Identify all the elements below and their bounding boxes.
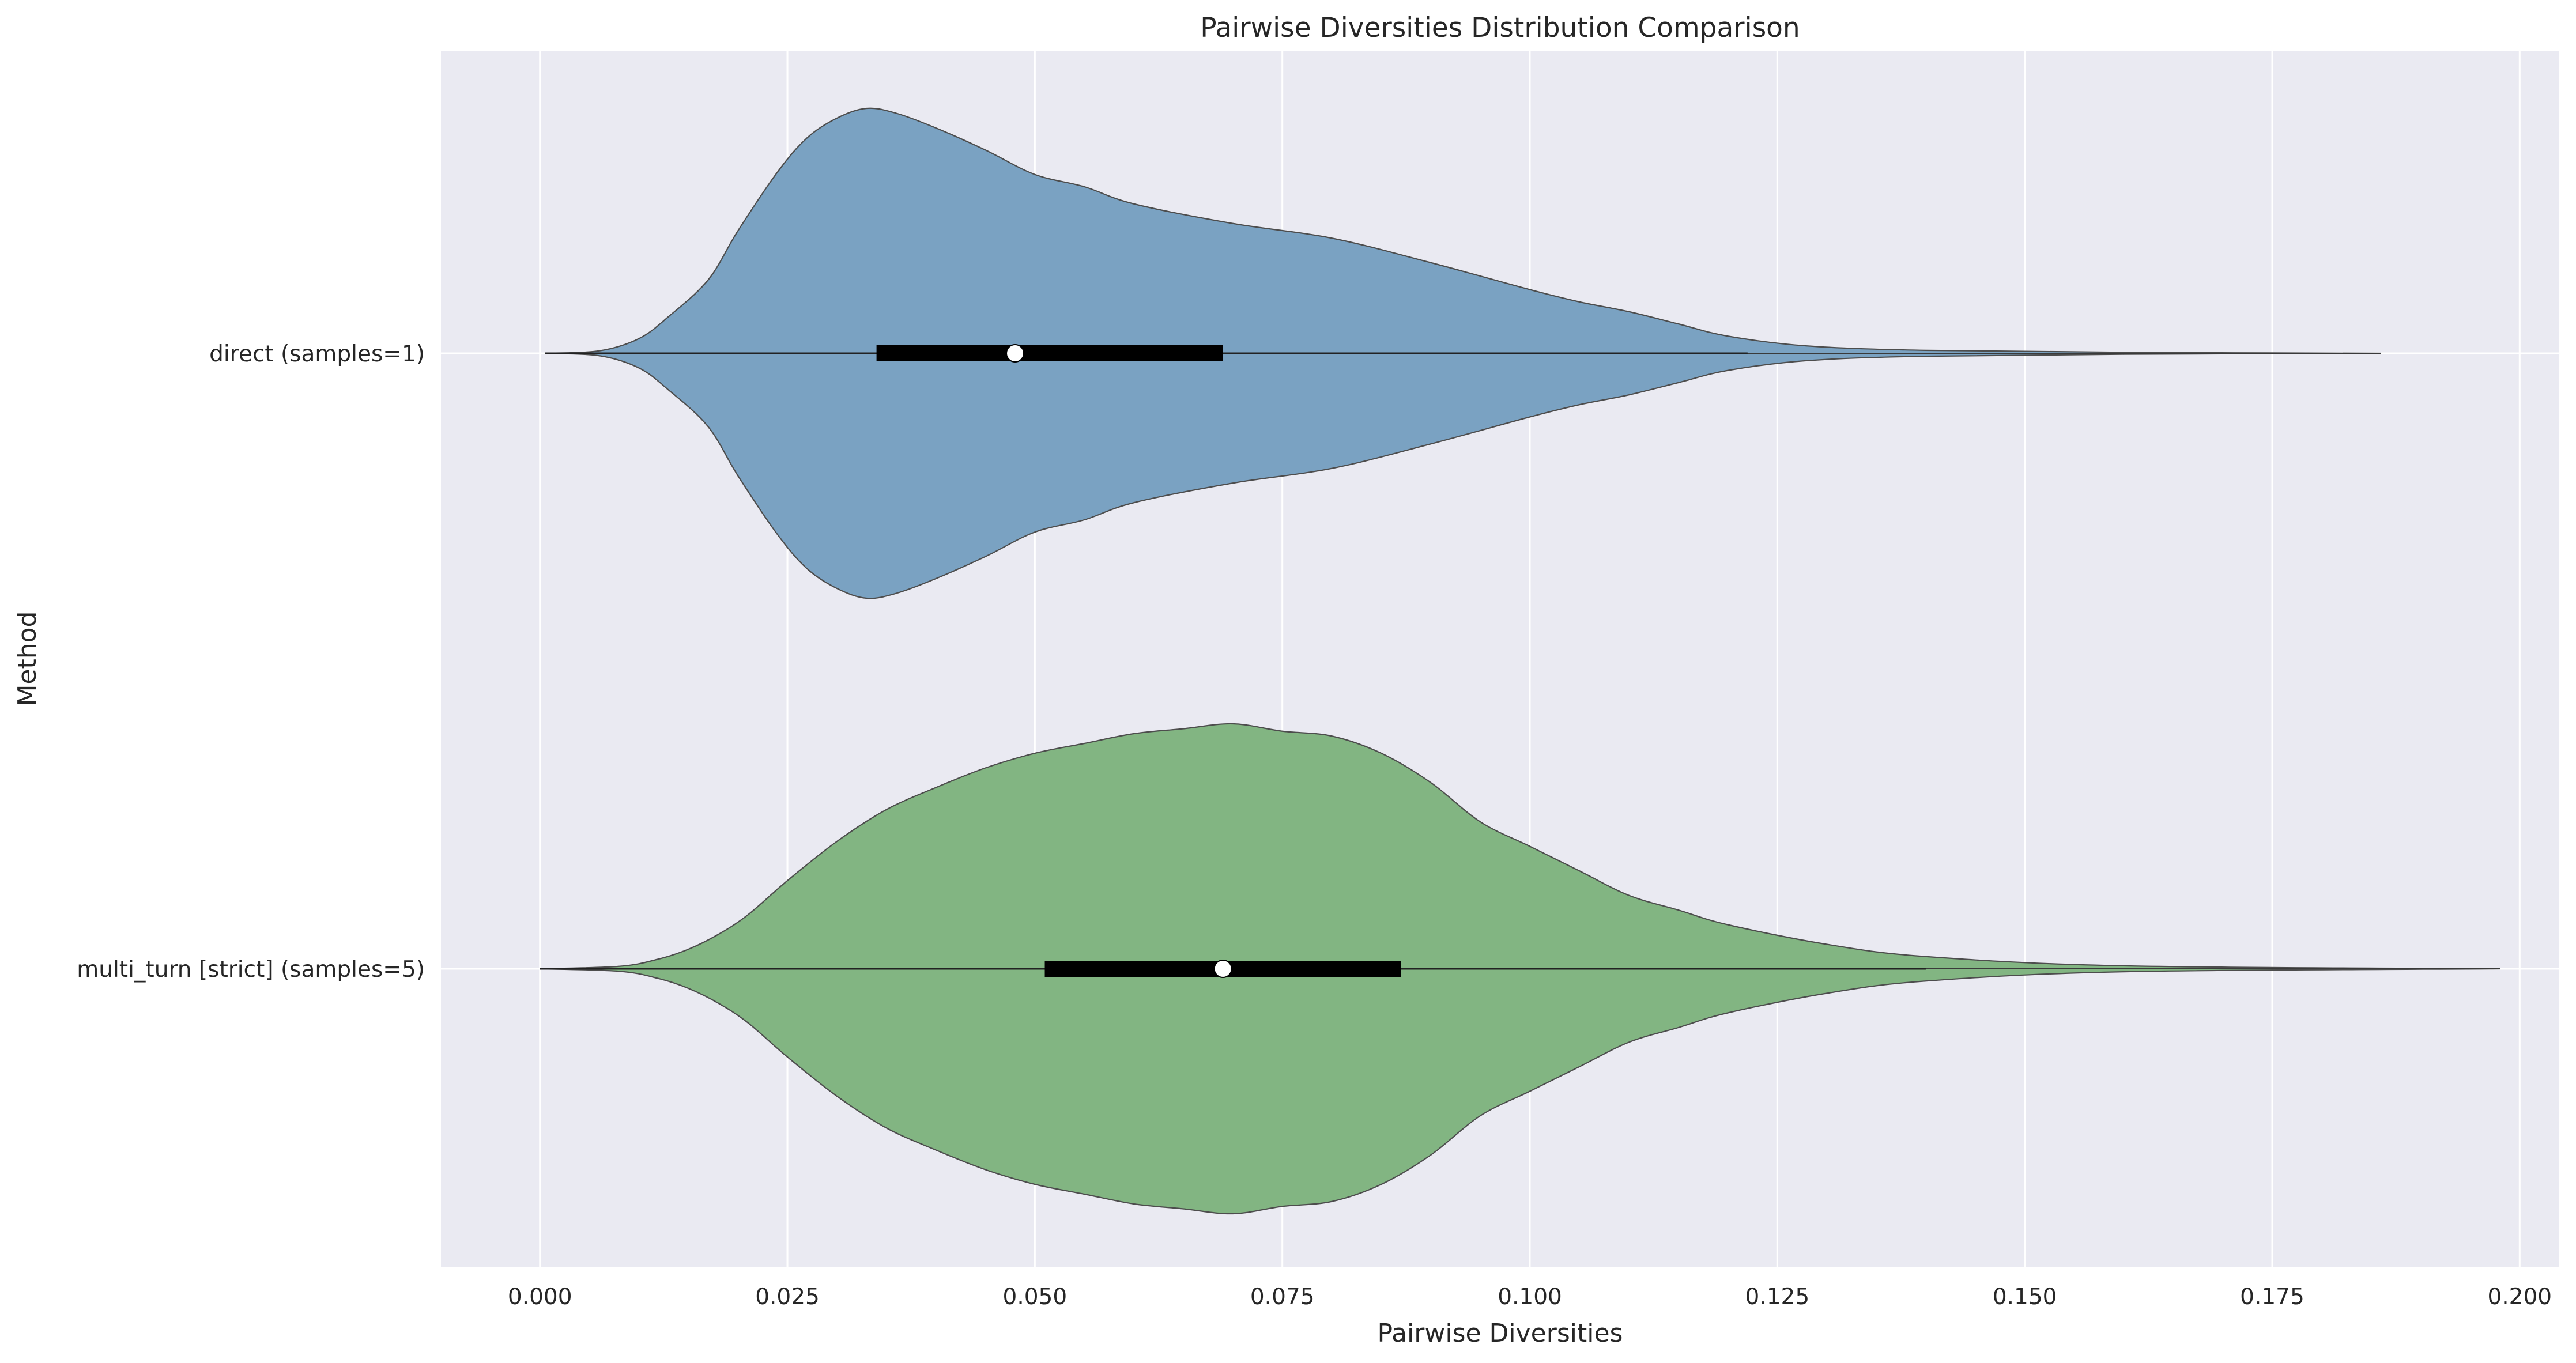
violin-median-marker (1213, 960, 1232, 978)
x-tick-label: 0.175 (2240, 1284, 2305, 1310)
y-category-labels: direct (samples=1) multi_turn [strict] (s… (77, 341, 425, 983)
x-tick-labels: 0.000 0.025 0.050 0.075 0.100 0.125 0.150 0.175… (508, 1284, 2552, 1310)
violin-iqr-box (876, 345, 1223, 361)
violin-median-marker (1006, 344, 1025, 363)
x-tick-label: 0.000 (508, 1284, 572, 1310)
y-category-label: multi_turn [strict] (samples=5) (77, 957, 425, 983)
y-category-label: direct (samples=1) (209, 341, 425, 367)
chart-title: Pairwise Diversities Distribution Compar… (1200, 12, 1800, 44)
x-tick-label: 0.100 (1498, 1284, 1562, 1310)
x-tick-label: 0.150 (1993, 1284, 2057, 1310)
x-tick-label: 0.075 (1250, 1284, 1315, 1310)
x-tick-label: 0.200 (2487, 1284, 2552, 1310)
x-tick-label: 0.050 (1003, 1284, 1068, 1310)
y-axis-label: Method (13, 611, 42, 706)
x-tick-label: 0.125 (1745, 1284, 1810, 1310)
x-axis-label: Pairwise Diversities (1378, 1319, 1623, 1348)
x-tick-label: 0.025 (755, 1284, 820, 1310)
violins (540, 107, 2500, 1215)
